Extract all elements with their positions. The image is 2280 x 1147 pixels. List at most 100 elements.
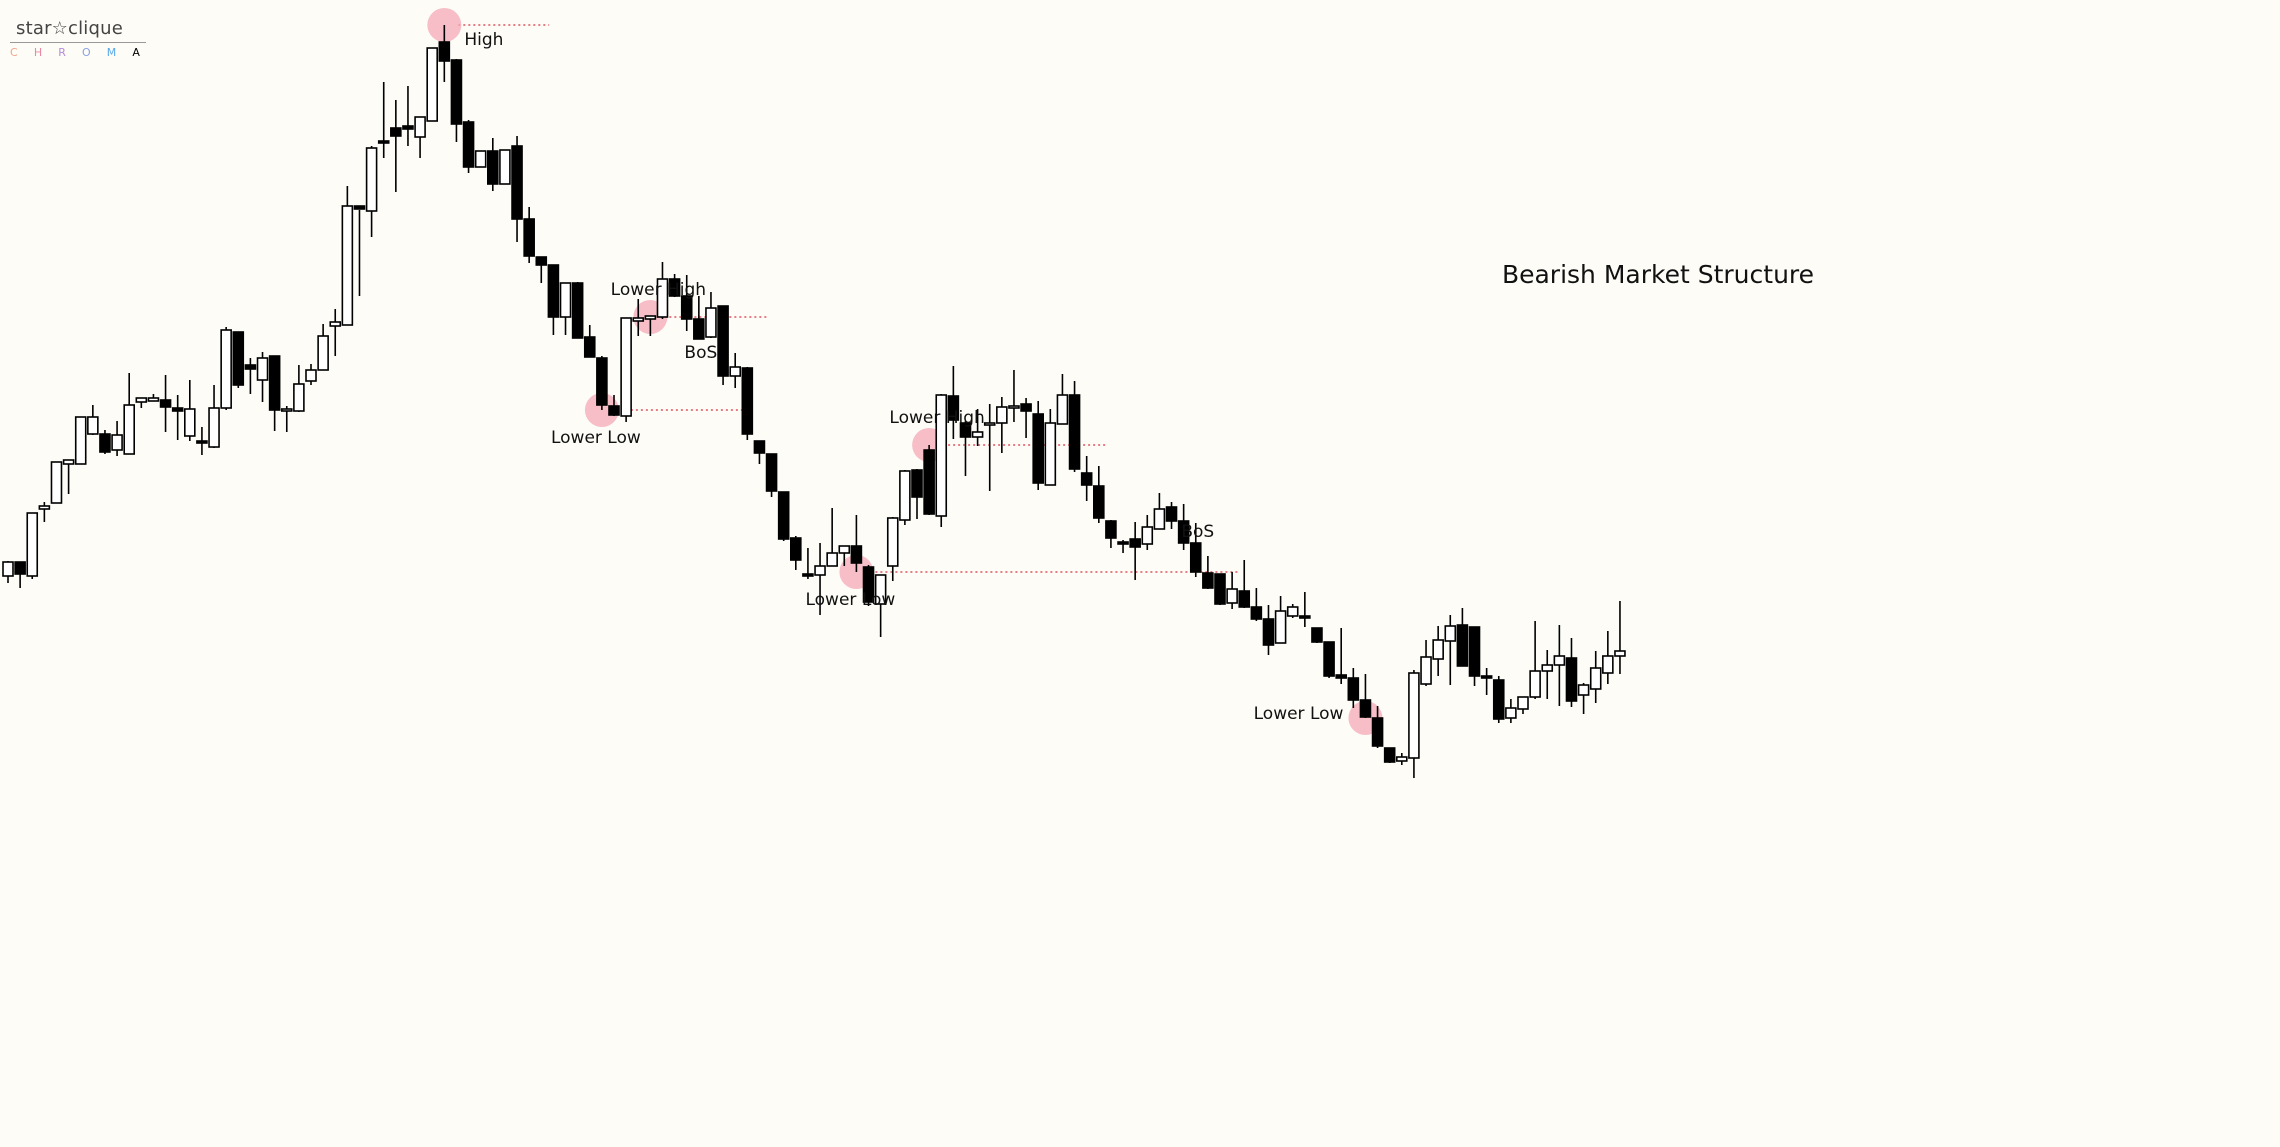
candle-body bbox=[826, 552, 838, 567]
candle bbox=[1262, 605, 1275, 655]
candle bbox=[196, 427, 208, 455]
candle-body bbox=[196, 440, 208, 444]
candle bbox=[753, 440, 766, 464]
candle bbox=[1226, 572, 1238, 609]
candle-body bbox=[1323, 641, 1335, 677]
candle bbox=[1068, 381, 1081, 472]
candle-body bbox=[377, 140, 390, 144]
chart-title: Bearish Market Structure bbox=[1502, 260, 1814, 289]
candle-body bbox=[656, 278, 669, 318]
candle bbox=[486, 138, 499, 191]
brand-divider bbox=[10, 42, 146, 43]
candle bbox=[14, 561, 26, 588]
brand-sub-letter: C bbox=[10, 46, 18, 59]
candle bbox=[123, 373, 135, 455]
brand-subtitle: C H R O M A bbox=[10, 43, 146, 60]
candle bbox=[1311, 627, 1323, 643]
candle bbox=[1614, 601, 1626, 674]
candle bbox=[450, 59, 463, 142]
candle-body bbox=[838, 545, 851, 554]
candle-body bbox=[753, 440, 766, 454]
candle bbox=[50, 461, 63, 504]
candle-body bbox=[1068, 394, 1081, 470]
candle bbox=[1577, 683, 1590, 714]
candle bbox=[1250, 588, 1263, 621]
candle bbox=[377, 82, 390, 158]
candle-body bbox=[2, 561, 14, 577]
candle-body bbox=[1505, 707, 1517, 719]
candle bbox=[353, 205, 366, 296]
candle bbox=[1153, 493, 1166, 530]
candle bbox=[644, 315, 657, 336]
candle bbox=[705, 292, 717, 338]
candle-body bbox=[390, 127, 402, 137]
candle-body bbox=[1432, 639, 1444, 660]
candle bbox=[2, 561, 14, 583]
candle bbox=[74, 416, 87, 465]
candle-body bbox=[232, 331, 245, 386]
candle-body bbox=[38, 505, 51, 510]
candle bbox=[317, 324, 329, 371]
candle-body bbox=[886, 517, 899, 567]
candle-body bbox=[62, 459, 75, 465]
candle-body bbox=[608, 405, 620, 416]
candle-body bbox=[123, 404, 135, 455]
candle-body bbox=[1347, 677, 1360, 701]
candle bbox=[899, 470, 911, 525]
candle bbox=[244, 358, 257, 394]
candle bbox=[1432, 626, 1444, 676]
candle bbox=[777, 491, 790, 541]
candle-body bbox=[668, 278, 681, 297]
candle bbox=[99, 430, 111, 454]
candle-body bbox=[1456, 624, 1469, 667]
candle-body bbox=[1420, 656, 1432, 685]
candle-body bbox=[1529, 670, 1541, 698]
candle bbox=[511, 136, 523, 242]
candle-body bbox=[499, 149, 511, 185]
candle-body bbox=[777, 491, 790, 540]
candle-body bbox=[244, 364, 257, 370]
candle-body bbox=[1093, 485, 1105, 519]
candle bbox=[38, 502, 51, 522]
candle bbox=[1468, 626, 1481, 686]
candle-body bbox=[1577, 684, 1590, 696]
candle-body bbox=[862, 566, 875, 603]
candle bbox=[596, 356, 608, 410]
candle bbox=[159, 375, 172, 432]
candle bbox=[1020, 398, 1032, 438]
candle-body bbox=[1008, 405, 1020, 409]
candle-body bbox=[1359, 699, 1372, 718]
candle-body bbox=[74, 416, 87, 465]
brand-name: star☆clique bbox=[16, 18, 124, 39]
annotation-label: Lower High bbox=[611, 280, 706, 300]
candle-body bbox=[620, 317, 632, 417]
candle-body bbox=[1602, 655, 1614, 674]
candle bbox=[1505, 699, 1517, 723]
candle-body bbox=[26, 512, 39, 577]
candle bbox=[1238, 560, 1251, 608]
candle bbox=[1274, 596, 1287, 644]
candle bbox=[26, 512, 39, 579]
candle bbox=[789, 536, 802, 570]
candle bbox=[147, 394, 160, 402]
candle bbox=[1396, 753, 1408, 765]
candle-body bbox=[426, 47, 439, 122]
candle-body bbox=[293, 383, 305, 412]
candle-body bbox=[353, 205, 366, 210]
candle-body bbox=[1614, 650, 1626, 657]
candle bbox=[499, 149, 511, 185]
candle-body bbox=[693, 318, 705, 340]
candle bbox=[414, 116, 426, 158]
candle-body bbox=[341, 205, 354, 326]
candle bbox=[523, 207, 535, 263]
brand-logo: star☆clique C H R O M A bbox=[10, 18, 146, 60]
candle bbox=[135, 397, 148, 408]
swing-markers bbox=[427, 8, 1383, 735]
candle-body bbox=[14, 561, 26, 575]
candle-body bbox=[523, 218, 535, 257]
candle bbox=[1299, 592, 1311, 627]
candle-body bbox=[208, 407, 220, 448]
candle-body bbox=[256, 357, 269, 381]
candle-body bbox=[317, 335, 329, 371]
